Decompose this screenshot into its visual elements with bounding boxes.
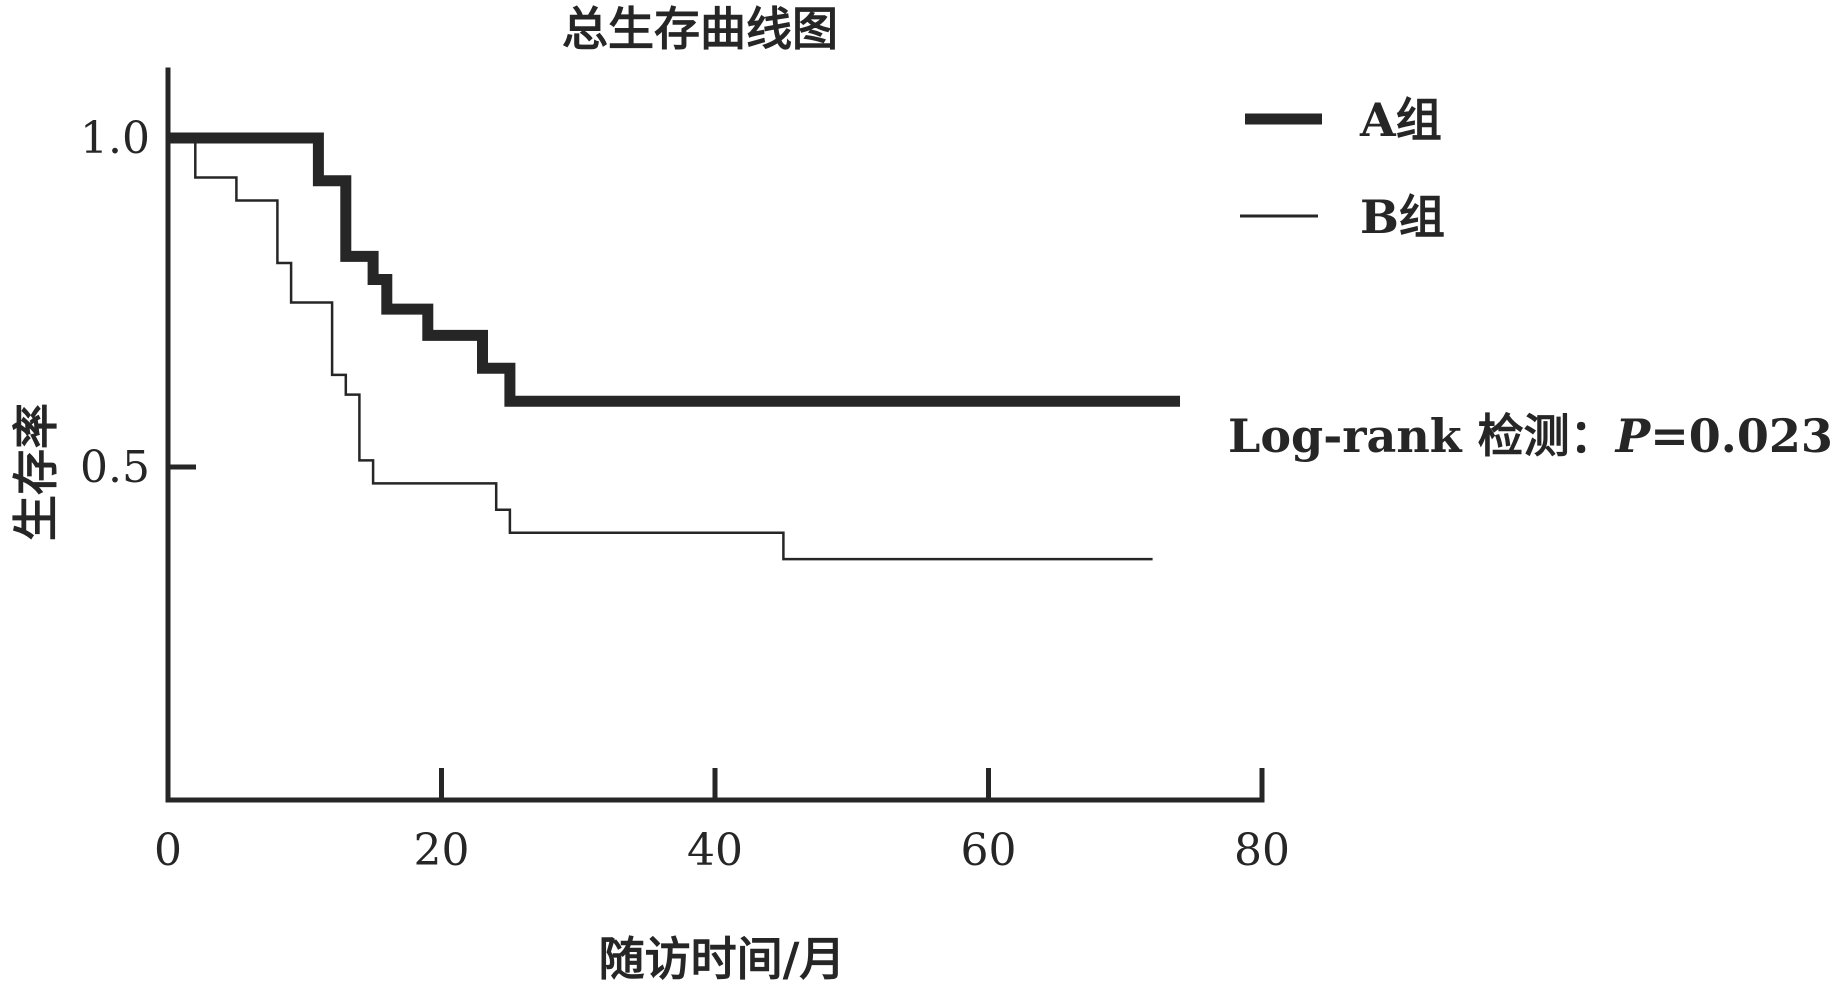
y-tick-label-1: 1.0 [80, 113, 150, 164]
y-axis-title: 生存率 [9, 403, 63, 541]
series-a-line [168, 132, 1180, 407]
logrank-p-symbol: P [1614, 409, 1652, 463]
series-layer [168, 132, 1180, 561]
x-axis-title: 随访时间/月 [599, 932, 846, 986]
x-tick-label-20: 20 [414, 825, 470, 876]
logrank-p-value: =0.023 [1650, 409, 1833, 463]
legend-label-b: B组 [1360, 190, 1445, 244]
x-ticks: 0 20 40 60 80 [154, 768, 1290, 876]
y-tick-label-0_5: 0.5 [80, 442, 150, 493]
logrank-annotation: Log-rank 检测：P=0.023 [1228, 409, 1833, 463]
x-tick-label-80: 80 [1234, 825, 1290, 876]
y-ticks: 0.5 1.0 [80, 113, 196, 493]
series-b-line [168, 136, 1153, 561]
x-tick-label-40: 40 [687, 825, 743, 876]
x-tick-label-60: 60 [961, 825, 1017, 876]
legend-label-a: A组 [1359, 93, 1442, 147]
chart-title: 总生存曲线图 [562, 2, 838, 56]
x-tick-label-0: 0 [154, 825, 182, 876]
legend: A组 B组 [1240, 93, 1445, 244]
logrank-prefix: Log-rank 检测： [1228, 409, 1616, 463]
